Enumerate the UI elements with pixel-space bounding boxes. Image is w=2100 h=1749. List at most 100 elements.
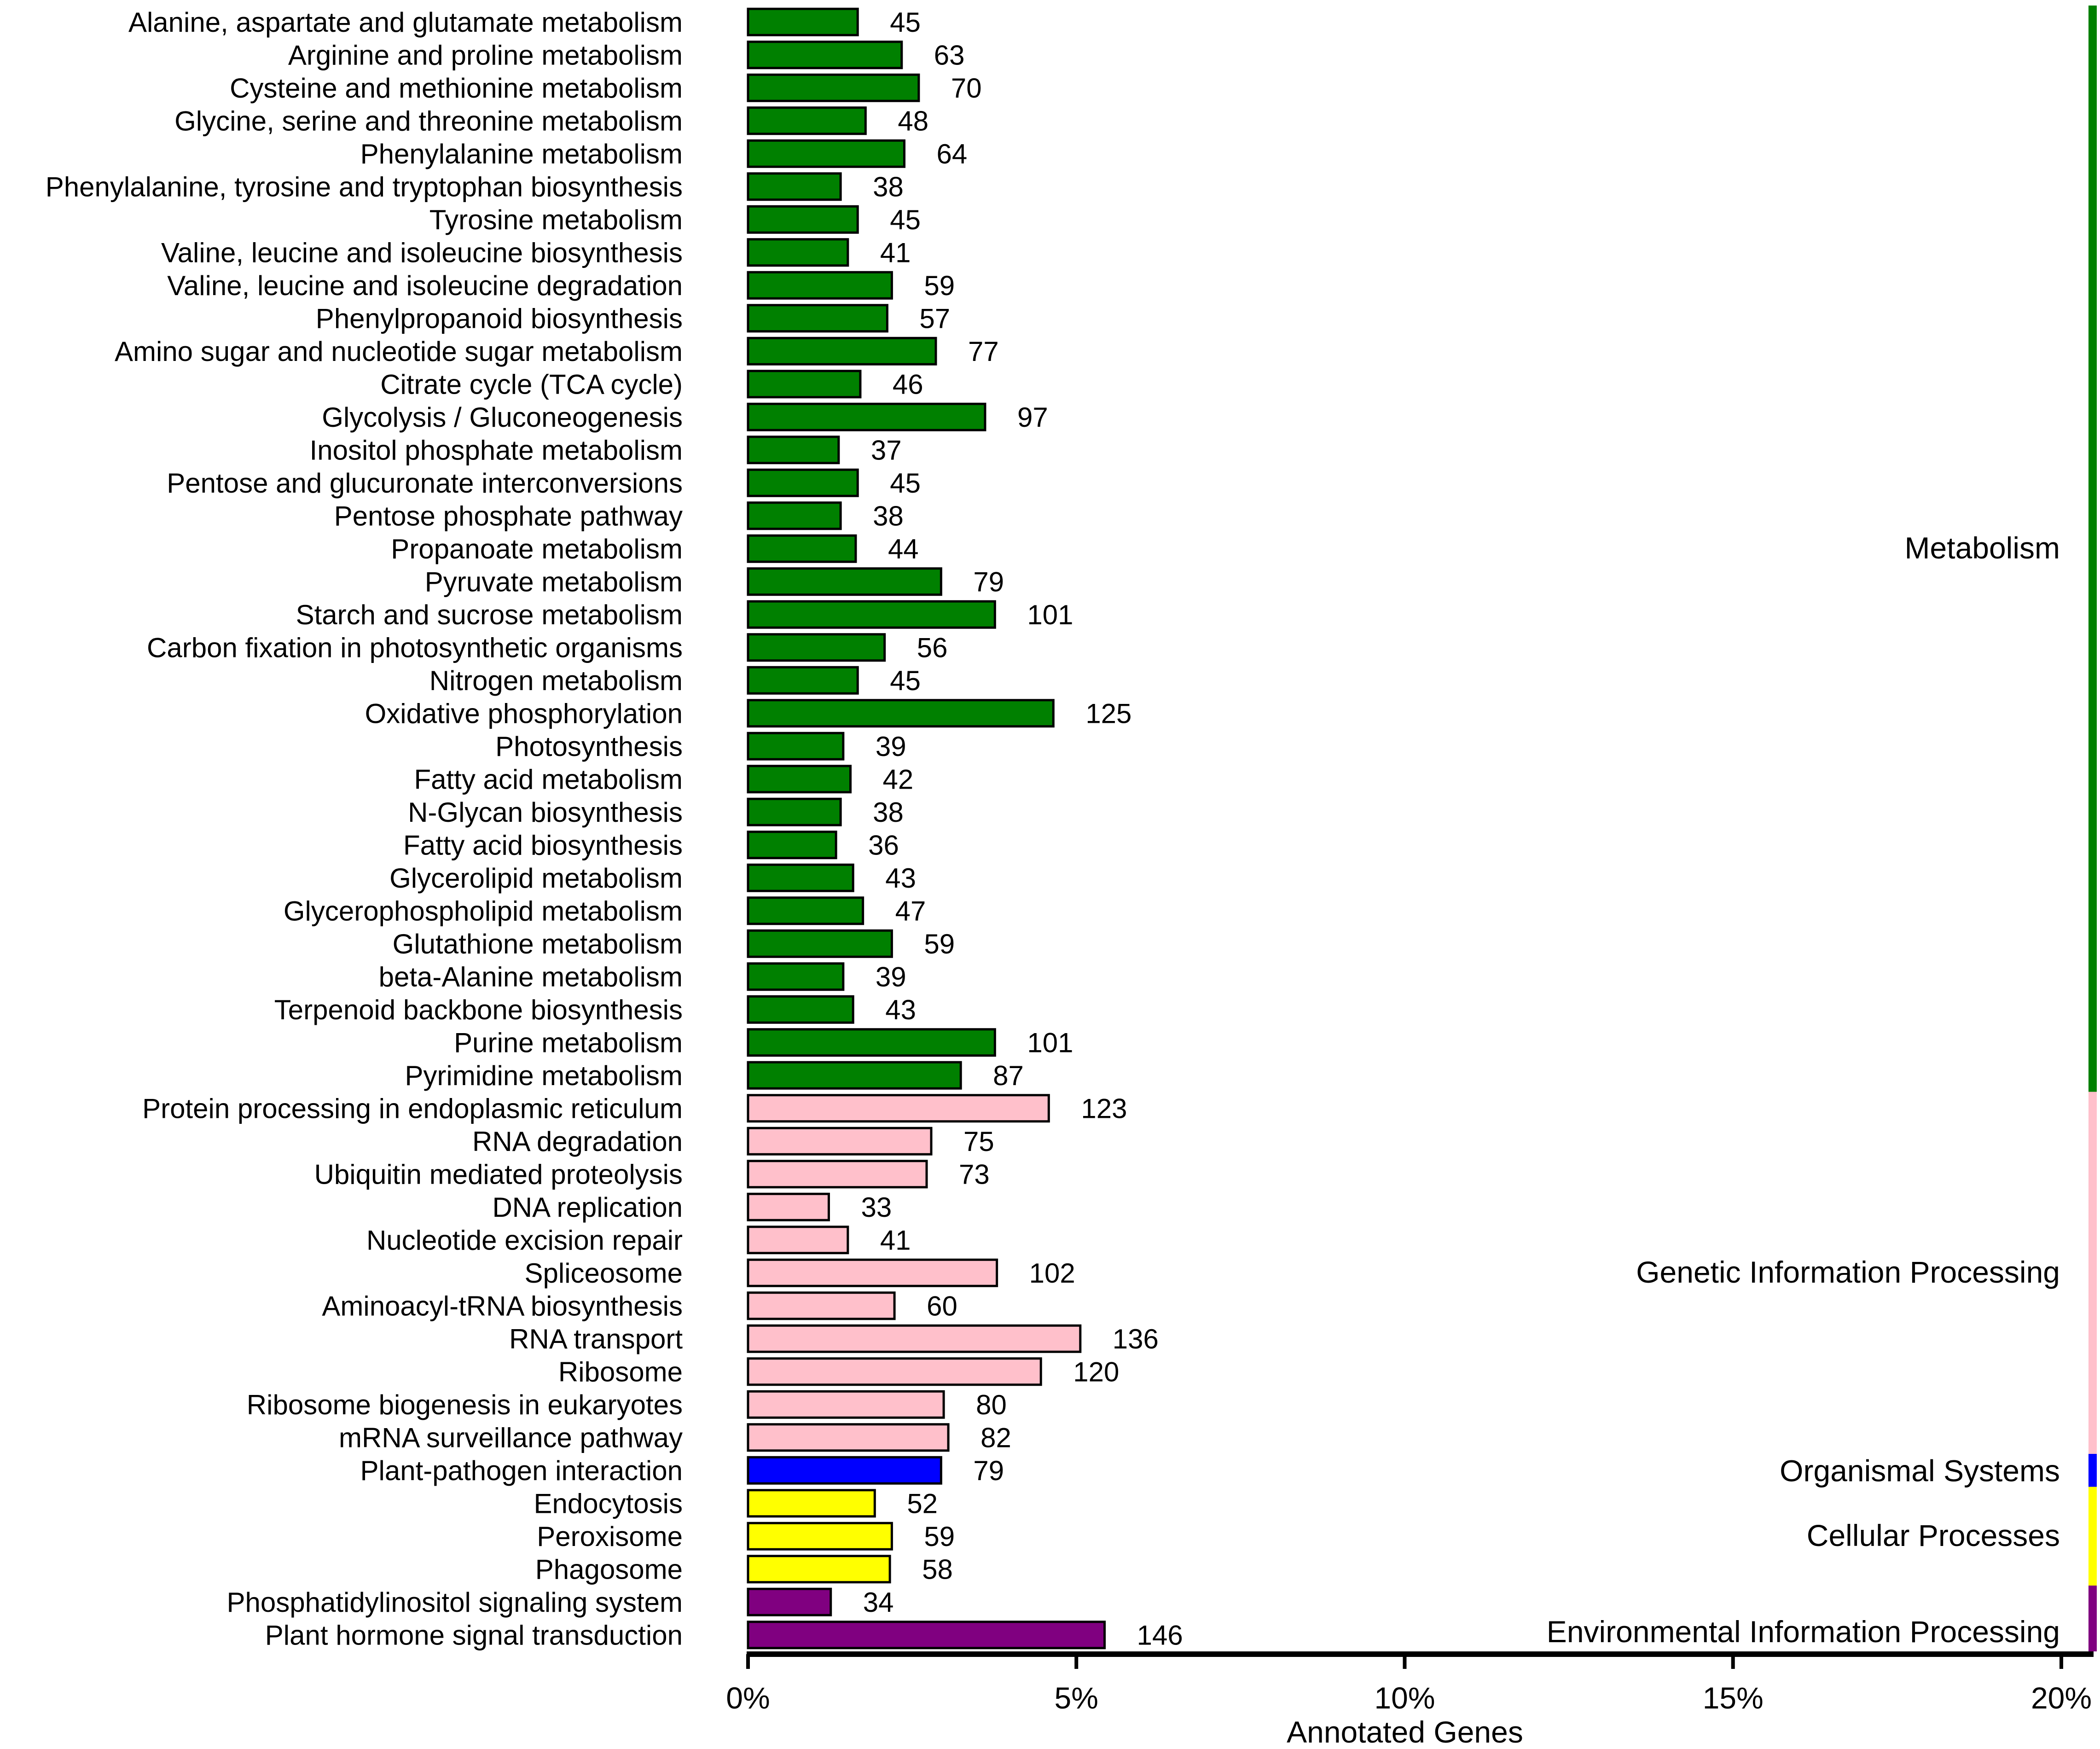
bar bbox=[747, 436, 840, 465]
value-label: 45 bbox=[890, 7, 921, 38]
group-bracket bbox=[2088, 6, 2097, 1092]
x-axis: 0% 5% 10% 15% 20% bbox=[726, 1651, 2094, 1715]
value-label: 36 bbox=[868, 830, 899, 860]
category-label: mRNA surveillance pathway bbox=[339, 1422, 683, 1453]
group-label: Cellular Processes bbox=[1807, 1518, 2060, 1552]
group-bracket bbox=[2088, 1092, 2097, 1454]
value-label: 70 bbox=[951, 73, 982, 104]
bar bbox=[747, 1587, 832, 1616]
category-label: Plant-pathogen interaction bbox=[360, 1455, 683, 1486]
value-label: 38 bbox=[873, 797, 904, 828]
value-label: 38 bbox=[873, 171, 904, 202]
category-label: Spliceosome bbox=[524, 1258, 683, 1289]
bar bbox=[747, 831, 837, 860]
category-label: Purine metabolism bbox=[454, 1027, 683, 1058]
group-labels: Metabolism Genetic Information Processing… bbox=[1547, 531, 2060, 1649]
value-label: 42 bbox=[883, 764, 914, 795]
category-label: Starch and sucrose metabolism bbox=[296, 599, 683, 630]
category-label: Protein processing in endoplasmic reticu… bbox=[142, 1093, 683, 1124]
category-label: Pentose phosphate pathway bbox=[334, 500, 683, 531]
value-label: 44 bbox=[888, 534, 919, 564]
bar bbox=[747, 271, 893, 300]
value-labels: 4563704864384541595777469737453844791015… bbox=[861, 7, 1183, 1651]
bars bbox=[747, 7, 1106, 1650]
bar bbox=[747, 1456, 942, 1485]
bar bbox=[747, 1423, 950, 1452]
x-tick-label: 10% bbox=[1374, 1681, 1435, 1715]
category-label: Glycerolipid metabolism bbox=[389, 863, 683, 894]
value-label: 87 bbox=[993, 1060, 1024, 1091]
value-label: 56 bbox=[917, 632, 948, 663]
category-label: Pentose and glucuronate interconversions bbox=[167, 468, 683, 499]
bar bbox=[747, 995, 854, 1024]
category-label: beta-Alanine metabolism bbox=[379, 961, 683, 992]
bar bbox=[747, 896, 864, 925]
group-bracket bbox=[2088, 1586, 2097, 1651]
category-label: Tyrosine metabolism bbox=[429, 204, 683, 235]
bar bbox=[747, 633, 886, 662]
category-label: Glycerophospholipid metabolism bbox=[284, 895, 683, 926]
category-label: Glutathione metabolism bbox=[393, 929, 683, 959]
category-label: Arginine and proline metabolism bbox=[288, 40, 683, 70]
category-label: Fatty acid metabolism bbox=[414, 764, 683, 795]
bar bbox=[747, 797, 842, 826]
x-tick-label: 0% bbox=[726, 1681, 770, 1715]
category-label: RNA transport bbox=[509, 1324, 683, 1354]
x-tick-label: 15% bbox=[1703, 1681, 1764, 1715]
category-label: Endocytosis bbox=[534, 1488, 683, 1519]
bar bbox=[747, 765, 852, 794]
bar bbox=[747, 7, 859, 36]
value-label: 39 bbox=[876, 731, 906, 762]
value-label: 41 bbox=[880, 237, 911, 268]
value-label: 80 bbox=[976, 1389, 1007, 1420]
category-label: Amino sugar and nucleotide sugar metabol… bbox=[115, 336, 683, 367]
value-label: 59 bbox=[924, 929, 955, 959]
bar bbox=[747, 699, 1055, 728]
x-tick-label: 5% bbox=[1055, 1681, 1098, 1715]
category-label: Phenylpropanoid biosynthesis bbox=[316, 303, 683, 334]
category-label: Ribosome biogenesis in eukaryotes bbox=[247, 1389, 683, 1420]
bar bbox=[747, 501, 842, 530]
value-label: 125 bbox=[1085, 698, 1131, 729]
bar bbox=[747, 1160, 928, 1189]
bar bbox=[747, 1226, 849, 1255]
bar bbox=[747, 1621, 1106, 1650]
value-label: 82 bbox=[980, 1422, 1011, 1453]
value-label: 73 bbox=[959, 1159, 990, 1190]
bar bbox=[747, 205, 859, 234]
value-label: 75 bbox=[963, 1126, 994, 1157]
value-label: 45 bbox=[890, 468, 921, 499]
category-labels: Alanine, aspartate and glutamate metabol… bbox=[46, 7, 683, 1651]
category-label: Phenylalanine metabolism bbox=[360, 139, 683, 169]
value-label: 101 bbox=[1027, 1027, 1073, 1058]
bar bbox=[747, 172, 842, 201]
value-label: 46 bbox=[893, 369, 923, 400]
category-label: Propanoate metabolism bbox=[391, 534, 683, 564]
value-label: 37 bbox=[871, 435, 902, 465]
bar bbox=[747, 534, 857, 563]
bar bbox=[747, 370, 862, 399]
bar bbox=[747, 1127, 933, 1156]
category-label: Pyrimidine metabolism bbox=[405, 1060, 683, 1091]
bar bbox=[747, 468, 859, 497]
value-label: 43 bbox=[885, 863, 916, 894]
bar bbox=[747, 1192, 830, 1221]
category-label: Ubiquitin mediated proteolysis bbox=[314, 1159, 683, 1190]
category-label: Glycine, serine and threonine metabolism bbox=[174, 105, 683, 136]
value-label: 38 bbox=[873, 500, 904, 531]
value-label: 77 bbox=[968, 336, 999, 367]
value-label: 79 bbox=[973, 566, 1004, 597]
bar bbox=[747, 600, 996, 629]
value-label: 41 bbox=[880, 1225, 911, 1255]
value-label: 33 bbox=[861, 1192, 892, 1223]
category-label: DNA replication bbox=[492, 1192, 683, 1223]
value-label: 45 bbox=[890, 204, 921, 235]
value-label: 79 bbox=[973, 1455, 1004, 1486]
category-label: Alanine, aspartate and glutamate metabol… bbox=[128, 7, 683, 38]
category-label: Terpenoid backbone biosynthesis bbox=[274, 994, 683, 1025]
group-bracket bbox=[2088, 1454, 2097, 1487]
value-label: 59 bbox=[924, 270, 955, 301]
bar bbox=[747, 1390, 945, 1419]
value-label: 48 bbox=[898, 105, 928, 136]
category-label: RNA degradation bbox=[472, 1126, 683, 1157]
